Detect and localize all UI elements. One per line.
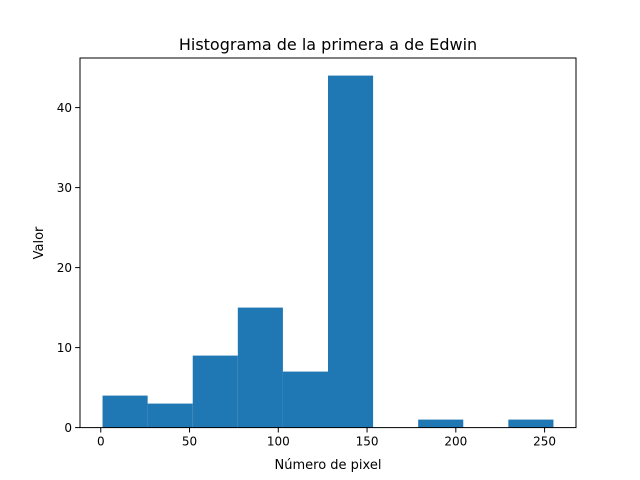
bars-group bbox=[102, 75, 554, 428]
histogram-bar-3 bbox=[237, 307, 283, 428]
x-ticks-group: 0 50 100 150 200 250 bbox=[97, 427, 556, 449]
plot-frame bbox=[79, 57, 577, 429]
y-axis-label: Valor bbox=[32, 226, 47, 259]
y-tick-label: 30 bbox=[57, 181, 72, 195]
x-tick-label: 250 bbox=[533, 435, 556, 449]
y-tick-label: 10 bbox=[57, 341, 72, 355]
x-tick-label: 50 bbox=[182, 435, 197, 449]
y-tick-label: 20 bbox=[57, 261, 72, 275]
y-tick-label: 0 bbox=[64, 421, 72, 435]
histogram-bar-2 bbox=[192, 355, 238, 428]
y-tick-label: 40 bbox=[57, 101, 72, 115]
histogram-bar-4 bbox=[282, 371, 328, 428]
y-ticks-group: 0 10 20 30 40 bbox=[57, 101, 80, 435]
histogram-bar-5 bbox=[328, 75, 374, 428]
x-tick-label: 0 bbox=[97, 435, 105, 449]
chart-title: Histograma de la primera a de Edwin bbox=[179, 35, 477, 54]
x-tick-label: 150 bbox=[356, 435, 379, 449]
x-tick-label: 200 bbox=[444, 435, 467, 449]
histogram-bar-7 bbox=[418, 419, 464, 428]
histogram-bar-1 bbox=[147, 403, 193, 428]
histogram-bar-9 bbox=[508, 419, 554, 428]
x-axis-label: Número de pixel bbox=[275, 458, 382, 473]
x-tick-label: 100 bbox=[267, 435, 290, 449]
histogram-bar-0 bbox=[102, 395, 148, 428]
